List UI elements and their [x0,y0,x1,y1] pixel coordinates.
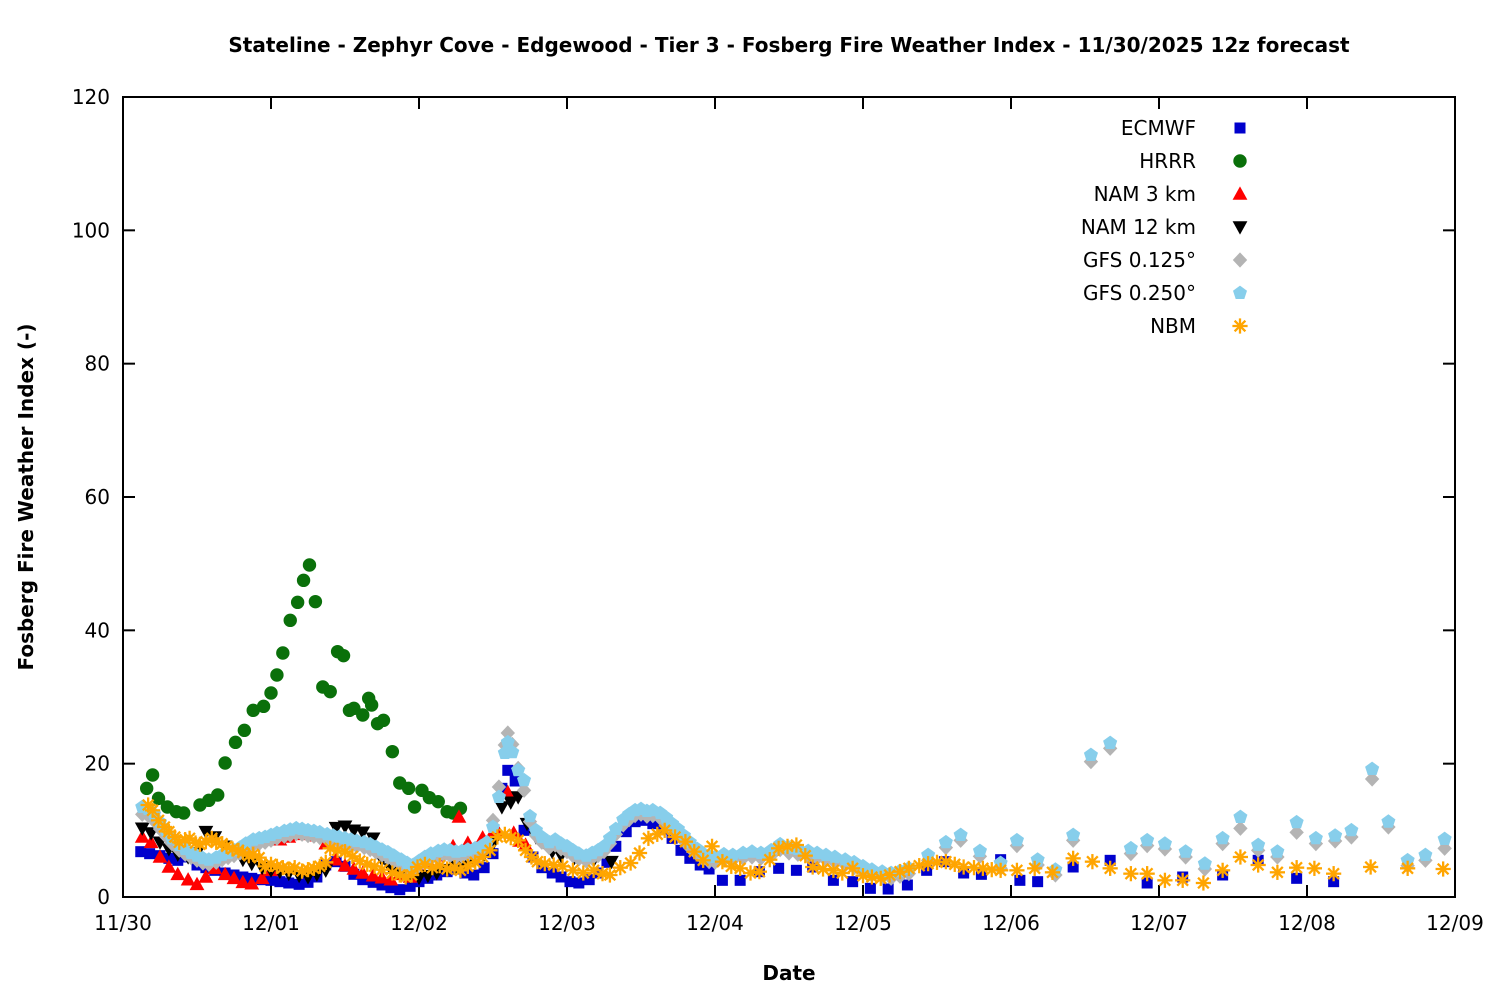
legend-label: GFS 0.125° [1083,248,1196,272]
legend-label: ECMWF [1121,116,1196,140]
series-nbm [140,797,1451,891]
legend-item-nam-3-km: NAM 3 km [1094,182,1248,206]
data-series [134,558,1452,896]
legend-label: HRRR [1139,149,1196,173]
x-tick-label: 11/30 [94,911,152,935]
plot-frame [122,96,1456,898]
x-tick-label: 12/06 [982,911,1040,935]
legend-label: NBM [1150,314,1196,338]
y-tick-label: 20 [85,752,110,776]
legend-item-nbm: NBM [1150,314,1248,338]
y-tick-label: 60 [85,485,110,509]
chart-title: Stateline - Zephyr Cove - Edgewood - Tie… [228,33,1350,57]
x-tick-label: 12/01 [242,911,300,935]
legend-item-gfs-0-125-: GFS 0.125° [1083,248,1248,272]
legend: ECMWF HRRR NAM 3 km NAM 12 km GFS 0.125° GFS … [1081,116,1248,338]
legend-marker-square-icon [1234,122,1246,134]
legend-item-ecmwf: ECMWF [1121,116,1246,140]
x-tick-label: 12/08 [1278,911,1336,935]
y-tick-label: 0 [97,885,110,909]
x-tick-label: 12/07 [1130,911,1188,935]
legend-label: NAM 3 km [1094,182,1196,206]
legend-marker-diamond-icon [1232,252,1248,268]
y-tick-label: 40 [85,618,110,642]
legend-label: GFS 0.250° [1083,281,1196,305]
legend-label: NAM 12 km [1081,215,1196,239]
y-tick-label: 100 [72,218,110,242]
axis-ticks: 11/30 12/01 12/02 12/03 12/04 12/05 12/06 12/07… [72,85,1484,935]
legend-marker-asterisk-icon [1232,318,1248,334]
legend-marker-triangle-down-icon [1232,221,1248,235]
series-hrrr [139,558,468,820]
legend-marker-circle-icon [1233,154,1247,168]
x-tick-label: 12/09 [1426,911,1484,935]
legend-marker-pentagon-icon [1233,285,1247,299]
legend-item-gfs-0-250-: GFS 0.250° [1083,281,1247,305]
y-axis-label: Fosberg Fire Weather Index (-) [14,323,38,670]
x-axis-label: Date [762,961,815,985]
x-tick-label: 12/03 [538,911,596,935]
x-tick-label: 12/02 [390,911,448,935]
x-tick-label: 12/05 [834,911,892,935]
legend-item-hrrr: HRRR [1139,149,1247,173]
y-tick-label: 80 [85,352,110,376]
y-tick-label: 120 [72,85,110,109]
x-tick-label: 12/04 [686,911,744,935]
legend-item-nam-12-km: NAM 12 km [1081,215,1248,239]
legend-marker-triangle-up-icon [1232,186,1248,200]
